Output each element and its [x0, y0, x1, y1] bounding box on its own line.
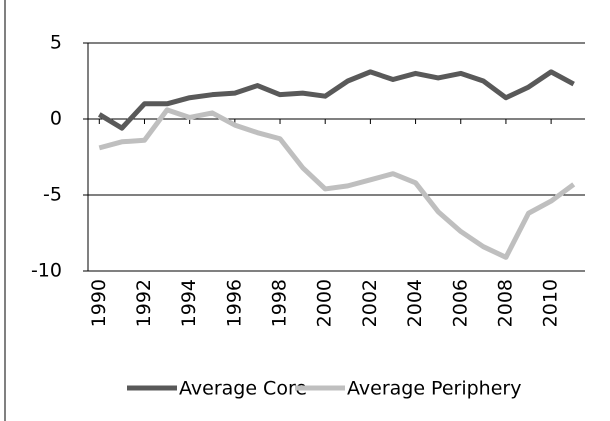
y-tick-label: 5 [50, 32, 62, 54]
x-tick-label: 1998 [269, 279, 291, 327]
x-tick-label: 2008 [494, 279, 516, 327]
x-tick-label: 2004 [404, 279, 426, 327]
x-tick-label: 1996 [223, 279, 245, 327]
legend-label: Average Core [179, 378, 307, 400]
y-tick-label: 0 [50, 108, 62, 130]
y-tick-label: -5 [43, 184, 62, 206]
y-tick-label: -10 [31, 260, 62, 282]
x-tick-label: 1992 [133, 279, 155, 327]
series-line [98, 69, 575, 131]
x-tick-label: 1990 [88, 279, 110, 327]
legend-label: Average Periphery [347, 378, 521, 400]
x-tick-label: 1994 [178, 279, 200, 327]
x-tick-label: 2010 [540, 279, 562, 327]
x-tick-label: 2002 [359, 279, 381, 327]
x-tick-label: 2000 [314, 279, 336, 327]
series-line [98, 107, 576, 260]
x-tick-label: 2006 [449, 279, 471, 327]
